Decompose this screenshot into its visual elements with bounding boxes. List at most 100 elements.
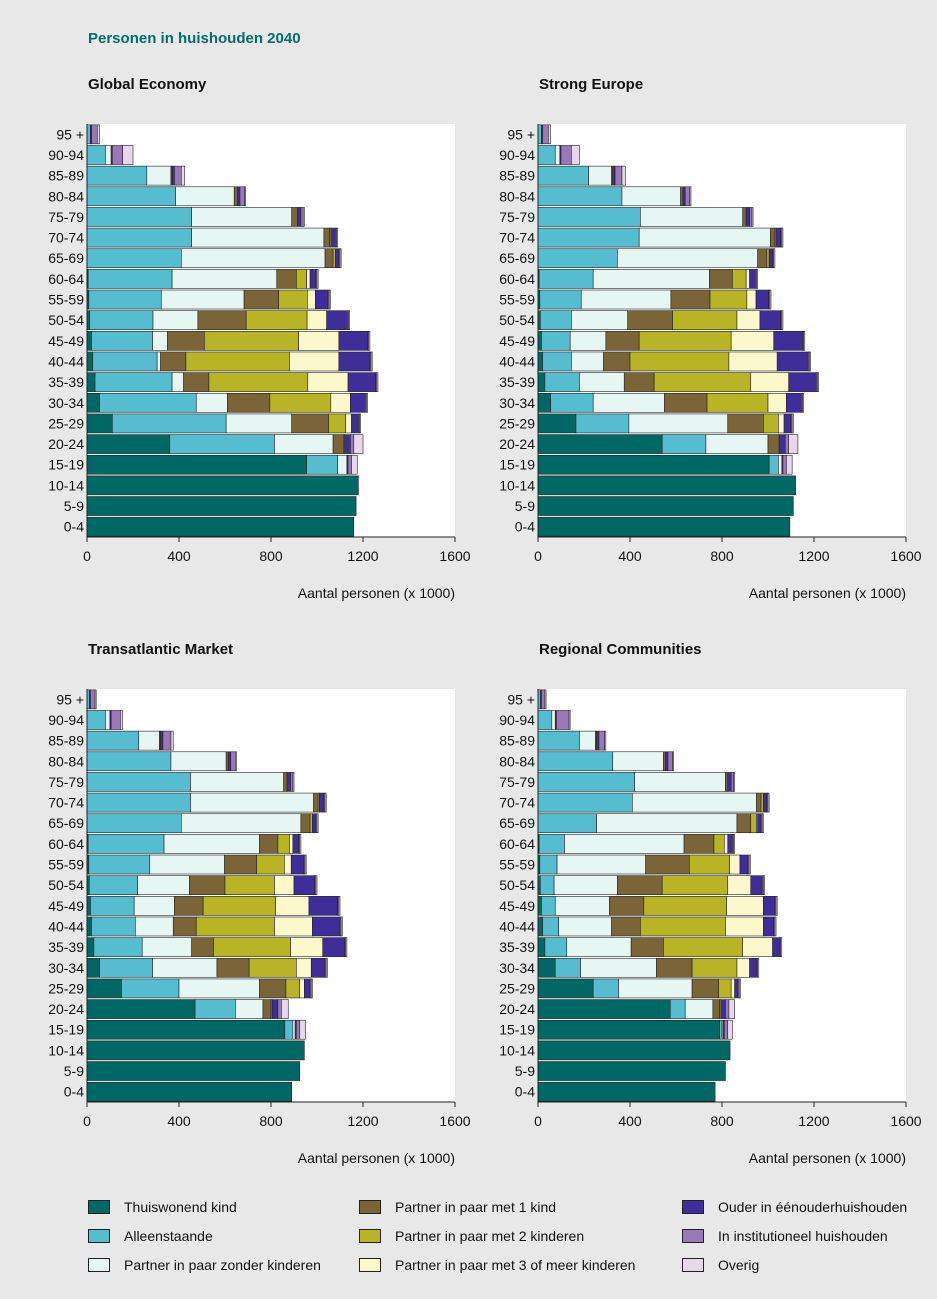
bar-segment: [197, 310, 247, 330]
bar-segment: [725, 772, 729, 792]
bar-segment: [725, 999, 730, 1019]
bar-segment: [779, 434, 786, 454]
bar-segment: [86, 710, 106, 730]
bar-segment: [663, 937, 743, 957]
y-tick-label: 50-54: [499, 312, 535, 328]
bar-segment: [332, 434, 344, 454]
bar-segment: [766, 248, 770, 269]
bar-segment: [630, 937, 664, 957]
y-tick-label: 45-49: [48, 333, 84, 349]
bar-segment: [579, 372, 625, 392]
bar-segment: [309, 269, 317, 289]
y-tick-label: 35-39: [499, 939, 535, 955]
bar-segment: [86, 496, 357, 516]
y-tick-label: 30-34: [499, 395, 535, 411]
bar-segment: [739, 854, 749, 875]
bar-segment: [89, 875, 138, 895]
bar-segment: [86, 454, 307, 475]
y-tick-label: 45-49: [499, 333, 535, 349]
x-tick-label: 0: [83, 1113, 91, 1129]
bar-segment: [86, 730, 140, 751]
bar-segment: [537, 145, 556, 165]
bar-segment: [537, 124, 542, 145]
bar-segment: [537, 207, 641, 227]
bar-segment: [750, 813, 757, 834]
bar-segment: [763, 916, 775, 937]
bar-segment: [603, 351, 631, 372]
bar-segment: [105, 145, 112, 165]
bar-segment: [542, 916, 559, 937]
bar-segment: [271, 999, 279, 1019]
y-tick-label: 40-44: [48, 353, 84, 369]
y-tick-label: 85-89: [499, 168, 535, 184]
bar-segment: [773, 248, 776, 269]
bar-segment: [194, 999, 236, 1019]
bar-segment: [706, 392, 769, 413]
bar-segment: [691, 978, 719, 999]
bar-segment: [324, 792, 327, 813]
bar-segment: [656, 957, 693, 978]
bar-segment: [350, 434, 355, 454]
bar-segment: [86, 978, 122, 999]
bar-segment: [94, 372, 173, 392]
bar-segment: [773, 331, 803, 351]
y-tick-label: 80-84: [48, 188, 84, 204]
bar-segment: [368, 331, 371, 351]
bar-segment: [189, 875, 226, 895]
x-tick-label: 800: [259, 548, 283, 564]
x-axis-label: Aantal personen (x 1000): [298, 585, 455, 601]
bar-segment: [297, 207, 302, 227]
bar-segment: [243, 289, 279, 310]
bar-segment: [86, 186, 176, 207]
bar-segment: [284, 1019, 294, 1040]
bar-segment: [718, 978, 732, 999]
bar-segment: [237, 186, 241, 207]
x-tick-label: 1200: [798, 1113, 829, 1129]
x-tick-label: 1600: [890, 548, 921, 564]
bar-segment: [86, 145, 106, 165]
bar-segment: [733, 834, 735, 854]
y-tick-label: 30-34: [48, 960, 84, 976]
bar-segment: [91, 916, 136, 937]
bar-segment: [216, 957, 250, 978]
bar-segment: [560, 145, 572, 165]
bar-segment: [750, 875, 763, 895]
chart-1: 95 + 90-94 85-89 80-84 75-79 70-74 65-69 60-64 5…: [499, 124, 922, 601]
bar-segment: [149, 854, 225, 875]
bar-segment: [86, 351, 94, 372]
bar-segment: [259, 834, 279, 854]
bar-segment: [669, 999, 686, 1019]
bar-segment: [664, 392, 708, 413]
bar-segment: [170, 730, 174, 751]
bar-segment: [612, 751, 664, 772]
bar-segment: [763, 875, 765, 895]
x-tick-label: 800: [710, 1113, 734, 1129]
bar-segment: [133, 896, 175, 916]
bar-segment: [325, 957, 328, 978]
bar-segment: [191, 227, 325, 248]
bar-segment: [575, 413, 630, 434]
bar-segment: [152, 957, 218, 978]
plot-area: [87, 124, 455, 537]
bar-segment: [537, 186, 623, 207]
bar-segment: [298, 331, 340, 351]
x-tick-label: 1200: [347, 548, 378, 564]
y-tick-label: 40-44: [48, 918, 84, 934]
bar-segment: [99, 957, 153, 978]
y-tick-label: 35-39: [48, 374, 84, 390]
bar-segment: [539, 854, 558, 875]
bar-segment: [135, 916, 174, 937]
bar-segment: [86, 372, 96, 392]
bar-segment: [86, 772, 191, 792]
bar-segment: [299, 1019, 306, 1040]
bar-segment: [661, 875, 729, 895]
y-tick-label: 85-89: [48, 733, 84, 749]
bar-segment: [307, 289, 316, 310]
bar-segment: [689, 186, 692, 207]
bar-segment: [571, 310, 628, 330]
bar-segment: [571, 145, 580, 165]
bar-segment: [612, 165, 616, 186]
bar-segment: [299, 978, 305, 999]
plot-area: [87, 689, 455, 1102]
bar-segment: [788, 372, 817, 392]
